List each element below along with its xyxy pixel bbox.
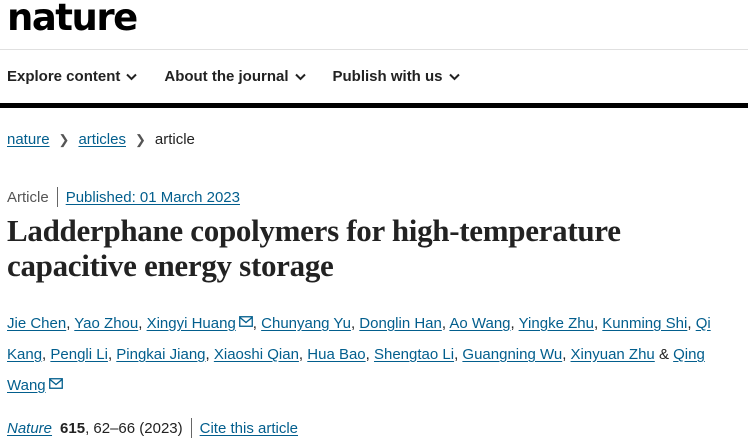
nav-label: About the journal xyxy=(164,68,289,85)
author-link[interactable]: Xingyi Huang xyxy=(146,315,236,332)
author-link[interactable]: Chunyang Yu xyxy=(261,315,351,332)
author-link[interactable]: Kunming Shi xyxy=(602,315,688,332)
author-link[interactable]: Jie Chen xyxy=(7,315,67,332)
email-icon[interactable] xyxy=(238,316,253,327)
author-link[interactable]: Pingkai Jiang xyxy=(116,346,206,363)
journal-name: Nature xyxy=(7,419,53,437)
author-link[interactable]: Donglin Han xyxy=(359,315,442,332)
breadcrumb-nature[interactable]: nature xyxy=(7,131,50,148)
chevron-down-icon xyxy=(126,73,138,80)
nav-publish-with-us[interactable]: Publish with us xyxy=(333,68,460,85)
journal-link[interactable]: Nature xyxy=(7,420,52,437)
author-link[interactable]: Hua Bao xyxy=(307,346,366,363)
nav-label: Publish with us xyxy=(332,68,443,85)
nav-label: Explore content xyxy=(7,68,121,85)
nav-about-journal[interactable]: About the journal xyxy=(164,68,306,85)
chevron-down-icon xyxy=(294,73,306,80)
author-link[interactable]: Shengtao Li xyxy=(373,346,455,363)
volume: 615 xyxy=(60,419,86,437)
author-list: Jie Chen, Yao Zhou, Xingyi Huang, Chunya… xyxy=(7,315,711,394)
author-link[interactable]: Yingke Zhu xyxy=(518,315,594,332)
cite-this-article-link[interactable]: Cite this article xyxy=(199,419,299,437)
nature-logo[interactable]: nature xyxy=(7,0,138,39)
chevron-right-icon: ❯ xyxy=(134,131,146,147)
author-link[interactable]: Qing Wang xyxy=(7,346,705,394)
author-link[interactable]: Yao Zhou xyxy=(74,315,139,332)
breadcrumb: nature ❯ articles ❯ article xyxy=(7,131,195,148)
separator xyxy=(56,187,58,207)
article-meta: Article Published: 01 March 2023 xyxy=(7,187,240,207)
author-link[interactable]: Qi Kang xyxy=(7,315,711,363)
article-title: Ladderphane copolymers for high-temperat… xyxy=(7,213,621,283)
divider xyxy=(0,49,748,50)
pages-year: , 62–66 (2023) xyxy=(85,419,183,437)
email-icon[interactable] xyxy=(48,378,63,389)
and-symbol: & xyxy=(658,346,669,363)
separator xyxy=(190,418,192,438)
nav-explore-content[interactable]: Explore content xyxy=(7,68,138,85)
breadcrumb-current: article xyxy=(154,131,195,148)
author-link[interactable]: Xiaoshi Qian xyxy=(213,346,299,363)
author-link[interactable]: Ao Wang xyxy=(449,315,511,332)
author-link[interactable]: Guangning Wu xyxy=(462,346,563,363)
citation: Nature 615 , 62–66 (2023) Cite this arti… xyxy=(7,418,298,438)
published-date[interactable]: Published: 01 March 2023 xyxy=(65,188,240,206)
header-bar xyxy=(0,103,748,108)
chevron-down-icon xyxy=(448,73,460,80)
breadcrumb-articles[interactable]: articles xyxy=(78,131,126,148)
chevron-right-icon: ❯ xyxy=(58,131,70,147)
author-link[interactable]: Pengli Li xyxy=(50,346,108,363)
main-nav: Explore content About the journal Publis… xyxy=(7,68,460,85)
author-link[interactable]: Xinyuan Zhu xyxy=(570,346,655,363)
article-type: Article xyxy=(7,188,49,206)
